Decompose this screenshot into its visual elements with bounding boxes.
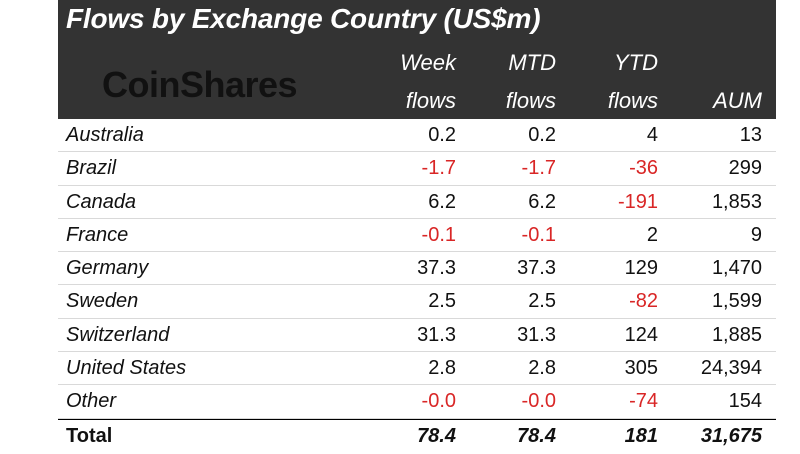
row-mtd-flows: -1.7 [521, 157, 556, 180]
table-row: Brazil -1.7 -1.7 -36 299 [58, 152, 776, 186]
table-row: Sweden 2.5 2.5 -82 1,599 [58, 285, 776, 319]
table-row: Other -0.0 -0.0 -74 154 [58, 385, 776, 419]
row-aum: 154 [728, 390, 762, 413]
row-aum: 1,853 [711, 190, 762, 213]
row-week-flows: 2.5 [428, 290, 456, 313]
total-ytd-flows: 181 [624, 424, 658, 447]
row-country: Australia [66, 124, 144, 146]
row-aum: 9 [750, 223, 762, 246]
row-aum: 13 [739, 124, 762, 146]
col-week-line1: Week [400, 50, 456, 75]
row-ytd-flows: 4 [646, 124, 658, 146]
total-row: Total 78.4 78.4 181 31,675 [58, 418, 776, 454]
col-ytd-line2: flows [607, 88, 658, 113]
row-aum: 24,394 [700, 357, 762, 380]
total-label: Total [66, 424, 113, 447]
row-mtd-flows: -0.0 [521, 390, 556, 413]
table-row: Australia 0.2 0.2 4 13 [58, 119, 776, 153]
coinshares-logo: CoinShares [102, 64, 298, 105]
row-ytd-flows: -82 [629, 290, 658, 313]
row-mtd-flows: 2.5 [528, 290, 556, 313]
row-mtd-flows: 2.8 [528, 357, 556, 380]
row-week-flows: -1.7 [421, 157, 456, 180]
table-row: Canada 6.2 6.2 -191 1,853 [58, 186, 776, 219]
row-week-flows: 37.3 [417, 257, 456, 280]
row-aum: 299 [728, 157, 762, 180]
table-header: Flows by Exchange Country (US$m) CoinSha… [58, 0, 776, 119]
table-title: Flows by Exchange Country (US$m) [66, 3, 541, 34]
row-ytd-flows: 2 [646, 223, 658, 246]
row-country: Brazil [66, 157, 117, 180]
row-aum: 1,599 [711, 290, 762, 313]
row-ytd-flows: -74 [629, 390, 658, 413]
col-mtd-line2: flows [505, 88, 556, 113]
col-mtd-line1: MTD [508, 50, 556, 75]
row-country: United States [66, 357, 187, 380]
row-week-flows: -0.1 [421, 223, 456, 246]
row-ytd-flows: 129 [624, 257, 658, 280]
col-week-line2: flows [405, 88, 456, 113]
row-week-flows: -0.0 [421, 390, 456, 413]
row-country: Germany [66, 257, 149, 280]
table-row: Switzerland 31.3 31.3 124 1,885 [58, 319, 776, 353]
table-row: Germany 37.3 37.3 129 1,470 [58, 252, 776, 286]
total-week-flows: 78.4 [417, 424, 456, 447]
total-aum: 31,675 [700, 424, 762, 447]
row-week-flows: 0.2 [428, 124, 456, 146]
table-row: United States 2.8 2.8 305 24,394 [58, 352, 776, 386]
col-ytd-line1: YTD [614, 50, 658, 75]
table-body: Australia 0.2 0.2 4 13 Brazil -1.7 -1.7 … [58, 119, 776, 454]
row-aum: 1,470 [711, 257, 762, 280]
row-aum: 1,885 [711, 323, 762, 346]
row-mtd-flows: 31.3 [517, 323, 556, 346]
row-country: France [66, 223, 129, 246]
row-ytd-flows: 305 [624, 357, 658, 380]
col-aum: AUM [713, 88, 762, 113]
table-row: France -0.1 -0.1 2 9 [58, 219, 776, 253]
row-mtd-flows: 37.3 [517, 257, 556, 280]
row-country: Canada [66, 190, 137, 213]
row-ytd-flows: -191 [617, 190, 658, 213]
row-mtd-flows: 0.2 [528, 124, 556, 146]
row-country: Other [66, 390, 117, 413]
row-mtd-flows: 6.2 [528, 190, 556, 213]
row-mtd-flows: -0.1 [521, 223, 556, 246]
total-mtd-flows: 78.4 [517, 424, 556, 447]
flows-table: Flows by Exchange Country (US$m) CoinSha… [58, 0, 776, 447]
row-week-flows: 2.8 [428, 357, 456, 380]
row-ytd-flows: -36 [629, 157, 658, 180]
row-week-flows: 6.2 [428, 190, 456, 213]
row-country: Sweden [66, 290, 139, 313]
row-country: Switzerland [66, 323, 170, 346]
row-ytd-flows: 124 [624, 323, 658, 346]
row-week-flows: 31.3 [417, 323, 456, 346]
